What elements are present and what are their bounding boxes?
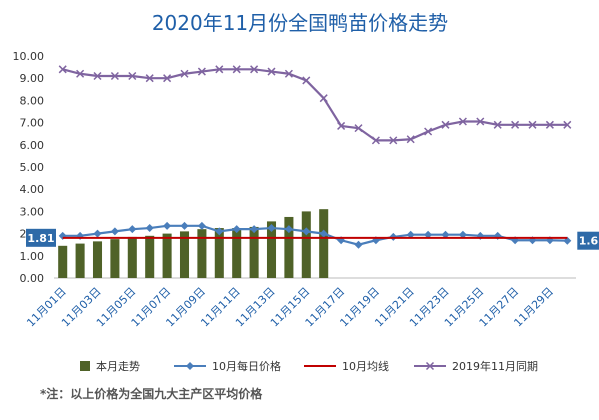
y-tick-label: 9.00 (20, 72, 45, 85)
point (267, 67, 276, 76)
point (528, 120, 537, 129)
bar (75, 243, 85, 278)
point (406, 135, 415, 144)
bar (92, 241, 103, 278)
point (250, 225, 259, 234)
point (424, 230, 433, 239)
legend-marker (186, 362, 194, 370)
point (215, 65, 224, 74)
point (511, 120, 520, 129)
bar (232, 228, 242, 278)
point (458, 230, 467, 239)
point (163, 74, 172, 83)
point (250, 65, 259, 74)
data-label: 1.68 (579, 235, 599, 248)
point (476, 117, 485, 126)
point (232, 65, 241, 74)
point (441, 120, 450, 129)
y-tick-label: 4.00 (20, 183, 45, 196)
point (128, 225, 137, 234)
data-label: 1.81 (27, 232, 54, 245)
point (493, 120, 502, 129)
legend-marker (425, 361, 435, 371)
point (145, 74, 154, 83)
footnote: *注：以上价格为全国九大主产区平均价格 (40, 386, 263, 401)
point (371, 136, 380, 145)
point (197, 67, 206, 76)
y-tick-label: 5.00 (20, 161, 45, 174)
point (458, 117, 467, 126)
bar (319, 209, 329, 278)
point (302, 76, 311, 85)
bar (145, 235, 155, 278)
point (284, 69, 293, 78)
point (563, 120, 572, 129)
point (110, 227, 119, 236)
point (163, 221, 172, 230)
line (62, 224, 568, 246)
point (197, 221, 206, 230)
bar (127, 236, 137, 278)
bar (266, 221, 277, 278)
y-tick-label: 7.00 (20, 117, 45, 130)
point (337, 121, 346, 130)
bar (284, 216, 294, 278)
chart-title: 2020年11月份全国鸭苗价格走势 (152, 11, 448, 35)
point (267, 224, 276, 233)
point (232, 225, 241, 234)
point (215, 227, 224, 236)
point (145, 224, 154, 233)
legend-label: 10月每日价格 (212, 359, 281, 373)
y-tick-label: 10.00 (13, 50, 45, 63)
legend-label: 10月均线 (342, 359, 389, 373)
point (93, 229, 102, 238)
point (110, 71, 119, 81)
point (319, 229, 328, 238)
bar (179, 231, 190, 278)
y-tick-label: 6.00 (20, 139, 45, 152)
y-tick-label: 1.00 (20, 250, 45, 263)
point (389, 136, 398, 145)
point (354, 124, 363, 133)
point (354, 240, 363, 249)
y-tick-label: 0.00 (20, 272, 45, 285)
point (76, 69, 85, 78)
point (302, 227, 311, 236)
point (441, 230, 450, 239)
bar (110, 239, 120, 278)
legend-swatch (80, 361, 90, 371)
point (284, 225, 293, 234)
point (128, 71, 137, 81)
point (319, 94, 328, 103)
data-label-box (26, 228, 56, 247)
point (406, 230, 415, 239)
point (180, 69, 189, 78)
y-tick-label: 3.00 (20, 205, 45, 218)
point (424, 127, 433, 136)
point (58, 65, 67, 74)
line (62, 68, 568, 142)
point (93, 71, 102, 81)
bar (58, 245, 68, 278)
legend-label: 2019年11月同期 (452, 359, 538, 373)
data-label-box (577, 231, 599, 250)
bar (197, 229, 207, 278)
y-tick-label: 8.00 (20, 94, 45, 107)
point (545, 120, 554, 129)
bar (301, 211, 311, 278)
bar (249, 226, 259, 278)
bar (214, 228, 224, 278)
bar (162, 233, 172, 278)
point (180, 221, 189, 230)
legend-label: 本月走势 (96, 359, 140, 373)
